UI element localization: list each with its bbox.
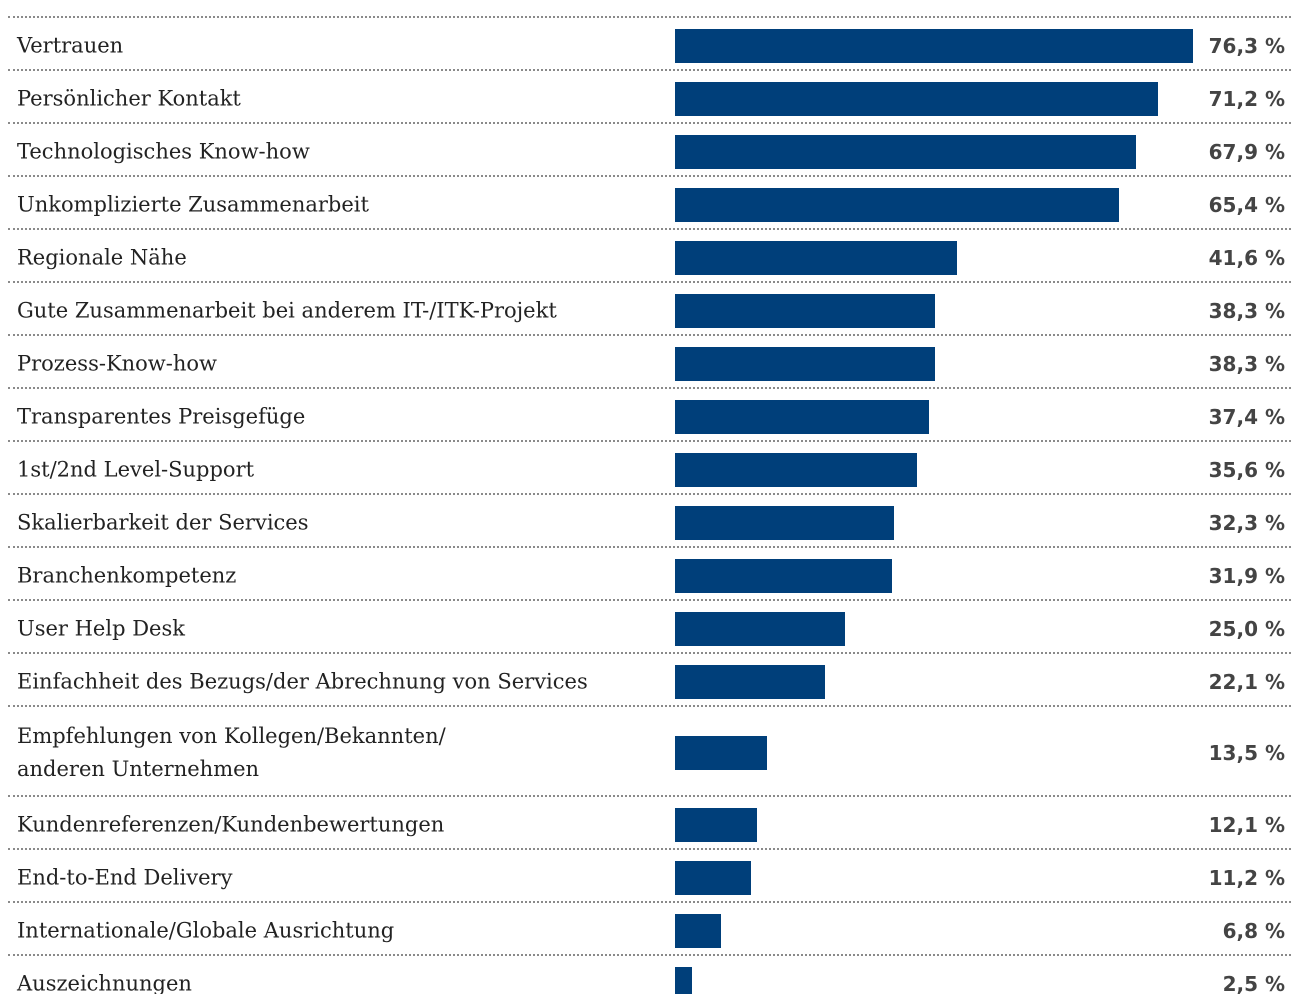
category-label: Internationale/Globale Ausrichtung (17, 918, 395, 942)
category-label: Einfachheit des Bezugs/der Abrechnung vo… (17, 669, 588, 693)
bar (675, 505, 895, 540)
value-label: 12,1 % (1208, 812, 1285, 837)
value-label: 67,9 % (1208, 139, 1285, 164)
row: End-to-End Delivery 11,2 % (8, 848, 1291, 901)
bar (675, 240, 958, 275)
category-label: Unkomplizierte Zusammenarbeit (17, 192, 369, 216)
bar (675, 807, 758, 842)
value-label: 31,9 % (1208, 563, 1285, 588)
row: 1st/2nd Level-Support 35,6 % (8, 440, 1291, 493)
category-label: Transparentes Preisgefüge (17, 404, 306, 428)
bar (675, 452, 917, 487)
row: Auszeichnungen 2,5 % (8, 954, 1291, 994)
category-label: Auszeichnungen (17, 971, 192, 994)
category-label: Skalierbarkeit der Services (17, 510, 309, 534)
bar (675, 81, 1159, 116)
value-label: 41,6 % (1208, 245, 1285, 270)
category-label: End-to-End Delivery (17, 865, 233, 889)
category-label: Vertrauen (17, 33, 124, 57)
value-label: 38,3 % (1208, 351, 1285, 376)
value-label: 35,6 % (1208, 457, 1285, 482)
value-label: 6,8 % (1222, 918, 1285, 943)
bar (675, 664, 826, 699)
value-label: 25,0 % (1208, 616, 1285, 641)
row: Prozess-Know-how 38,3 % (8, 334, 1291, 387)
category-label: Kundenreferenzen/Kundenbewertungen (17, 812, 445, 836)
bar (675, 399, 929, 434)
value-label: 11,2 % (1208, 865, 1285, 890)
row: Einfachheit des Bezugs/der Abrechnung vo… (8, 652, 1291, 705)
category-label: Empfehlungen von Kollegen/Bekannten/ and… (17, 724, 446, 781)
value-label: 2,5 % (1222, 971, 1285, 994)
value-label: 38,3 % (1208, 298, 1285, 323)
bar (675, 134, 1136, 169)
bar (675, 558, 892, 593)
value-label: 37,4 % (1208, 404, 1285, 429)
category-label: 1st/2nd Level-Support (17, 457, 255, 481)
row: Unkomplizierte Zusammenarbeit 65,4 % (8, 175, 1291, 228)
bar (675, 860, 752, 895)
row: Gute Zusammenarbeit bei anderem IT-/ITK-… (8, 281, 1291, 334)
category-label: Technologisches Know-how (17, 139, 310, 163)
value-label: 71,2 % (1208, 86, 1285, 111)
bar (675, 28, 1193, 63)
bar (675, 187, 1119, 222)
row: Kundenreferenzen/Kundenbewertungen 12,1 % (8, 795, 1291, 848)
bar (675, 736, 767, 770)
category-label: Gute Zusammenarbeit bei anderem IT-/ITK-… (17, 298, 557, 322)
bar (675, 913, 722, 948)
category-label: Regionale Nähe (17, 245, 187, 269)
category-label: Branchenkompetenz (17, 563, 237, 587)
row: Technologisches Know-how 67,9 % (8, 122, 1291, 175)
row: Transparentes Preisgefüge 37,4 % (8, 387, 1291, 440)
row: Regionale Nähe 41,6 % (8, 228, 1291, 281)
row: Vertrauen 76,3 % (8, 16, 1291, 69)
value-label: 22,1 % (1208, 669, 1285, 694)
category-label: Prozess-Know-how (17, 351, 218, 375)
row: Branchenkompetenz 31,9 % (8, 546, 1291, 599)
value-label: 76,3 % (1208, 33, 1285, 58)
category-label: Persönlicher Kontakt (17, 86, 241, 110)
value-label: 65,4 % (1208, 192, 1285, 217)
bar (675, 293, 936, 328)
bar (675, 346, 936, 381)
row: Internationale/Globale Ausrichtung 6,8 % (8, 901, 1291, 954)
row: User Help Desk 25,0 % (8, 599, 1291, 652)
bar (675, 611, 845, 646)
category-label: User Help Desk (17, 616, 185, 640)
value-label: 13,5 % (1208, 741, 1285, 765)
row: Skalierbarkeit der Services 32,3 % (8, 493, 1291, 546)
value-label: 32,3 % (1208, 510, 1285, 535)
row: Persönlicher Kontakt 71,2 % (8, 69, 1291, 122)
bar (675, 966, 692, 994)
row: Empfehlungen von Kollegen/Bekannten/ and… (8, 705, 1291, 795)
